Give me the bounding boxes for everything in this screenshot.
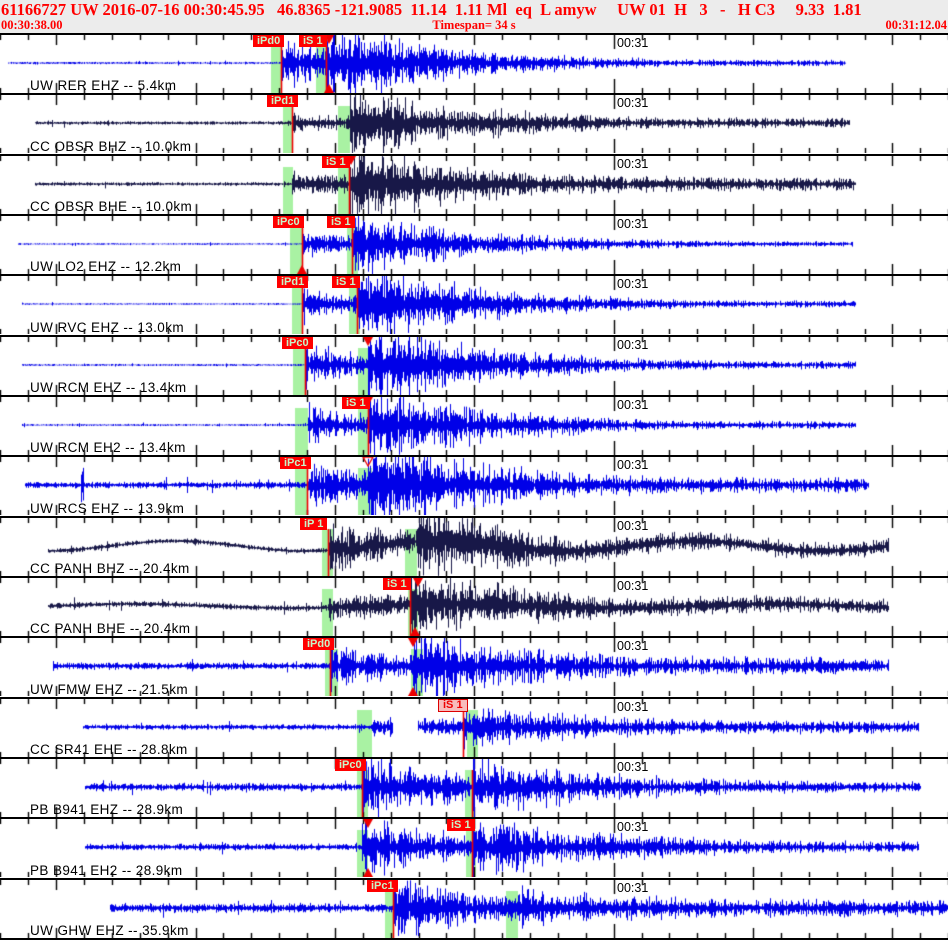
- pick-flag-label[interactable]: iPc0: [282, 336, 313, 349]
- trace-panel[interactable]: iPc0 iS 1 00:31 UW LO2 EHZ -- 12.2km: [0, 214, 948, 274]
- waveform-canvas[interactable]: [0, 879, 948, 938]
- waveform-canvas[interactable]: [0, 216, 948, 275]
- minute-tick-label: 00:31: [617, 579, 649, 594]
- minute-tick-label: 00:31: [617, 699, 649, 714]
- trace-panel[interactable]: iS 1 00:31 CC SR41 EHE -- 28.8km: [0, 696, 948, 758]
- trace-panel[interactable]: iPd0 00:31 UW FMW EHZ -- 21.5km: [0, 636, 948, 697]
- waveform-canvas[interactable]: [0, 759, 948, 818]
- minute-tick-label: 00:31: [617, 518, 649, 533]
- minute-tick-label: 00:31: [617, 156, 649, 171]
- pick-flag-label[interactable]: iS 1: [438, 698, 468, 712]
- pick-flag-label[interactable]: iP 1: [300, 517, 328, 530]
- event-header: 61166727 UW 2016-07-16 00:30:45.95 46.83…: [0, 0, 948, 33]
- pick-flag-label[interactable]: iS 1: [322, 155, 350, 168]
- trace-panel[interactable]: iPc1 00:31 UW RCS EHZ -- 13.9km: [0, 455, 948, 516]
- trace-panel[interactable]: iPc0 00:31 PB B941 EHZ -- 28.9km: [0, 757, 948, 817]
- minute-tick-label: 00:31: [617, 820, 649, 835]
- pick-flag-label[interactable]: iS 1: [327, 216, 355, 229]
- waveform-canvas[interactable]: [0, 155, 948, 214]
- station-channel-label: UW RCM EH2 -- 13.4km: [30, 440, 186, 456]
- station-channel-label: CC PANH BHE -- 20.4km: [30, 621, 191, 637]
- station-channel-label: PB B941 EHZ -- 28.9km: [30, 802, 184, 818]
- trace-panel[interactable]: iS 1 00:31 UW RCM EH2 -- 13.4km: [0, 395, 948, 455]
- pick-flag-label[interactable]: iPd0: [303, 638, 335, 651]
- minute-tick-label: 00:31: [617, 96, 649, 111]
- waveform-canvas[interactable]: [0, 276, 948, 335]
- trace-panel[interactable]: iP 1 00:31 CC PANH BHZ -- 20.4km: [0, 515, 948, 577]
- pick-flag-label[interactable]: iS 1: [332, 276, 360, 289]
- waveform-canvas[interactable]: [0, 95, 948, 154]
- station-channel-label: UW FMW EHZ -- 21.5km: [30, 681, 188, 697]
- waveform-canvas[interactable]: [0, 397, 948, 456]
- minute-tick-label: 00:31: [617, 217, 649, 232]
- trace-panel[interactable]: iS 1 00:31 PB B941 EH2 -- 28.9km: [0, 817, 948, 878]
- window-start-time: 00:30:38.00: [1, 18, 63, 32]
- minute-tick-label: 00:31: [617, 760, 649, 775]
- pick-flag-label[interactable]: iPd1: [277, 276, 309, 289]
- trace-panel[interactable]: iS 1 00:31 CC OBSR BHE -- 10.0km: [0, 153, 948, 215]
- waveform-canvas[interactable]: [0, 578, 948, 637]
- trace-panel[interactable]: iPd0 iS 1 00:31 UW RER EHZ -- 5.4km: [0, 33, 948, 93]
- station-channel-label: CC SR41 EHE -- 28.8km: [30, 742, 188, 758]
- trace-panel[interactable]: iPd1 iS 1 00:31 UW RVC EHZ -- 13.0km: [0, 274, 948, 335]
- station-channel-label: CC OBSR BHE -- 10.0km: [30, 199, 193, 215]
- pick-flag-label[interactable]: iPc0: [273, 216, 304, 229]
- pick-flag-label[interactable]: iPd0: [253, 35, 285, 47]
- waveform-canvas[interactable]: [0, 35, 948, 93]
- station-channel-label: UW LO2 EHZ -- 12.2km: [30, 259, 182, 275]
- pick-flag-label[interactable]: iS 1: [299, 35, 327, 47]
- trace-panel[interactable]: iPc1 00:31 UW GHW EHZ -- 35.9km: [0, 877, 948, 939]
- station-channel-label: CC OBSR BHZ -- 10.0km: [30, 138, 192, 154]
- trace-list: iPd0 iS 1 00:31 UW RER EHZ -- 5.4km iPd1 00:3…: [0, 33, 948, 940]
- window-end-time: 00:31:12.04: [885, 18, 947, 32]
- pick-flag-label[interactable]: iPd1: [267, 95, 299, 108]
- minute-tick-label: 00:31: [617, 337, 649, 352]
- minute-tick-label: 00:31: [617, 398, 649, 413]
- station-channel-label: UW RVC EHZ -- 13.0km: [30, 319, 185, 335]
- waveform-canvas[interactable]: [0, 336, 948, 395]
- station-channel-label: UW RCS EHZ -- 13.9km: [30, 500, 185, 516]
- minute-tick-label: 00:31: [617, 458, 649, 473]
- time-range-bar: 00:30:38.00 Timespan= 34 s 00:31:12.04: [0, 19, 948, 33]
- waveform-canvas[interactable]: [0, 638, 948, 697]
- event-info-line: 61166727 UW 2016-07-16 00:30:45.95 46.83…: [1, 0, 862, 19]
- timespan-label: Timespan= 34 s: [432, 18, 516, 32]
- pick-flag-label[interactable]: iPc1: [367, 879, 398, 892]
- trace-panel[interactable]: iPd1 00:31 CC OBSR BHZ -- 10.0km: [0, 93, 948, 154]
- pick-flag-label[interactable]: iS 1: [383, 578, 411, 591]
- trace-panel[interactable]: iS 1 00:31 CC PANH BHE -- 20.4km: [0, 576, 948, 636]
- waveform-canvas[interactable]: [0, 517, 948, 576]
- minute-tick-label: 00:31: [617, 880, 649, 895]
- station-channel-label: UW GHW EHZ -- 35.9km: [30, 923, 189, 939]
- station-channel-label: PB B941 EH2 -- 28.9km: [30, 862, 183, 878]
- pick-flag-label[interactable]: iPc0: [335, 759, 366, 772]
- pick-flag-label[interactable]: iS 1: [342, 397, 370, 410]
- minute-tick-label: 00:31: [617, 277, 649, 292]
- pick-flag-label[interactable]: iS 1: [447, 819, 475, 832]
- station-channel-label: UW RCM EHZ -- 13.4km: [30, 380, 187, 396]
- trace-panel[interactable]: iPc0 00:31 UW RCM EHZ -- 13.4km: [0, 334, 948, 396]
- minute-tick-label: 00:31: [617, 639, 649, 654]
- pick-flag-label[interactable]: iPc1: [280, 457, 311, 470]
- station-channel-label: CC PANH BHZ -- 20.4km: [30, 561, 190, 577]
- minute-tick-label: 00:31: [617, 36, 649, 50]
- waveform-canvas[interactable]: [0, 698, 948, 757]
- station-channel-label: UW RER EHZ -- 5.4km: [30, 78, 177, 94]
- waveform-canvas[interactable]: [0, 457, 948, 516]
